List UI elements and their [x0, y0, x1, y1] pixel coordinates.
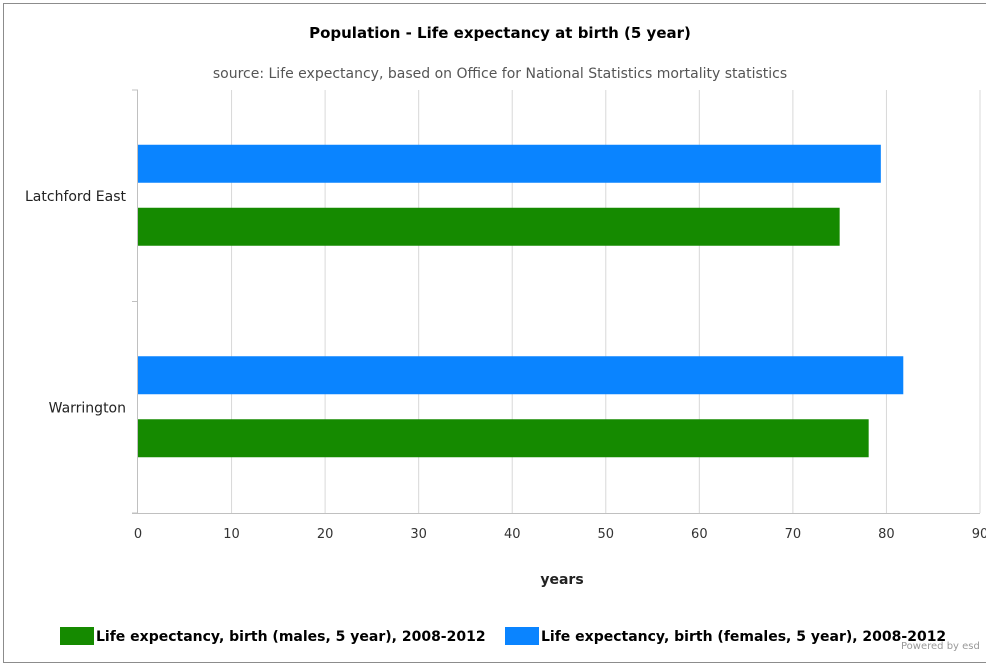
chart-subtitle: source: Life expectancy, based on Office…	[213, 66, 787, 82]
category-label: Warrington	[49, 400, 126, 416]
bar	[138, 419, 869, 458]
x-axis-label: years	[540, 572, 583, 588]
x-tick-label: 80	[878, 527, 895, 542]
bar	[138, 207, 840, 246]
x-tick-label: 0	[134, 527, 142, 542]
x-tick-label: 50	[598, 527, 615, 542]
bar	[138, 144, 881, 183]
x-tick-label: 90	[972, 527, 986, 542]
bar	[138, 356, 904, 395]
legend-swatch	[60, 627, 94, 645]
legend-label: Life expectancy, birth (males, 5 year), …	[96, 629, 486, 645]
powered-by-credit: Powered by esd	[901, 641, 980, 652]
legend-swatch	[505, 627, 539, 645]
x-tick-label: 20	[317, 527, 334, 542]
bars	[138, 144, 904, 458]
axes: 0 10 20 30 40 50 60 70 80 90 Latchford East Warring…	[25, 89, 986, 542]
x-tick-label: 60	[691, 527, 708, 542]
legend-label: Life expectancy, birth (females, 5 year)…	[541, 629, 946, 645]
x-tick-label: 30	[410, 527, 427, 542]
x-tick-label: 40	[504, 527, 521, 542]
legend: Life expectancy, birth (males, 5 year), …	[60, 627, 946, 645]
chart-frame	[3, 3, 986, 663]
category-label: Latchford East	[25, 189, 126, 205]
x-tick-label: 10	[223, 527, 240, 542]
x-tick-label: 70	[785, 527, 802, 542]
chart-title: Population - Life expectancy at birth (5…	[309, 24, 691, 42]
